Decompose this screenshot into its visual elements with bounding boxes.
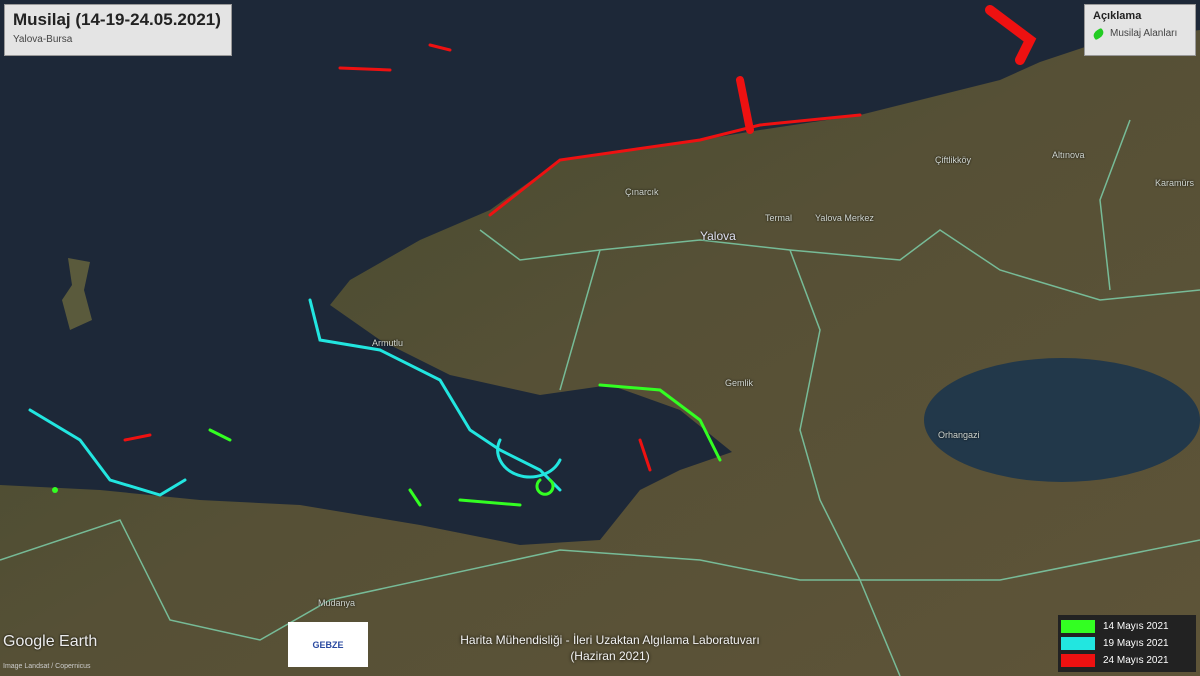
- swatch-14-may: [1061, 620, 1095, 633]
- mucilage-point: [52, 487, 58, 493]
- map-title: Musilaj (14-19-24.05.2021): [13, 10, 221, 29]
- lab-date: (Haziran 2021): [570, 649, 650, 663]
- legend-item: Musilaj Alanları: [1110, 28, 1178, 39]
- legend-title: Açıklama: [1093, 10, 1142, 22]
- date-legend: 14 Mayıs 2021 19 Mayıs 2021 24 Mayıs 202…: [1058, 615, 1196, 672]
- gebze-logo: GEBZE: [288, 622, 368, 667]
- leaf-icon: [1091, 27, 1106, 40]
- place-label: Mudanya: [318, 598, 356, 608]
- island: [62, 258, 92, 330]
- map-subtitle: Yalova-Bursa: [13, 34, 73, 45]
- date-label: 19 Mayıs 2021: [1103, 638, 1169, 649]
- date-label: 14 Mayıs 2021: [1103, 621, 1169, 632]
- swatch-24-may: [1061, 654, 1095, 667]
- image-credit: Image Landsat / Copernicus: [3, 663, 91, 670]
- lake-iznik: [924, 358, 1200, 482]
- place-label: Çınarcık: [625, 187, 659, 197]
- date-legend-row: 24 Mayıs 2021: [1061, 652, 1193, 669]
- place-label: Orhangazi: [938, 430, 980, 440]
- sea: [0, 0, 1200, 545]
- place-label: Termal: [765, 213, 793, 223]
- date-legend-row: 14 Mayıs 2021: [1061, 618, 1193, 635]
- place-label: Altınova: [1052, 150, 1085, 160]
- date-label: 24 Mayıs 2021: [1103, 655, 1169, 666]
- roads: [0, 119, 1200, 676]
- place-label: Gemlik: [725, 378, 754, 388]
- lab-name: Harita Mühendisliği - İleri Uzaktan Algı…: [460, 633, 760, 647]
- legend-panel: Açıklama Musilaj Alanları: [1084, 4, 1196, 56]
- swatch-19-may: [1061, 637, 1095, 650]
- place-label: Yalova Merkez: [815, 213, 874, 223]
- mucilage-streaks: [28, 5, 1037, 507]
- place-label: Yalova: [700, 229, 736, 243]
- title-panel: Musilaj (14-19-24.05.2021) Yalova-Bursa: [4, 4, 232, 56]
- google-earth-watermark: Google Earth: [3, 633, 98, 650]
- place-label: Karamürs: [1155, 178, 1195, 188]
- lab-caption: Harita Mühendisliği - İleri Uzaktan Algı…: [400, 632, 820, 664]
- date-legend-row: 19 Mayıs 2021: [1061, 635, 1193, 652]
- place-label: Çiftlikköy: [935, 155, 972, 165]
- place-label: Armutlu: [372, 338, 404, 348]
